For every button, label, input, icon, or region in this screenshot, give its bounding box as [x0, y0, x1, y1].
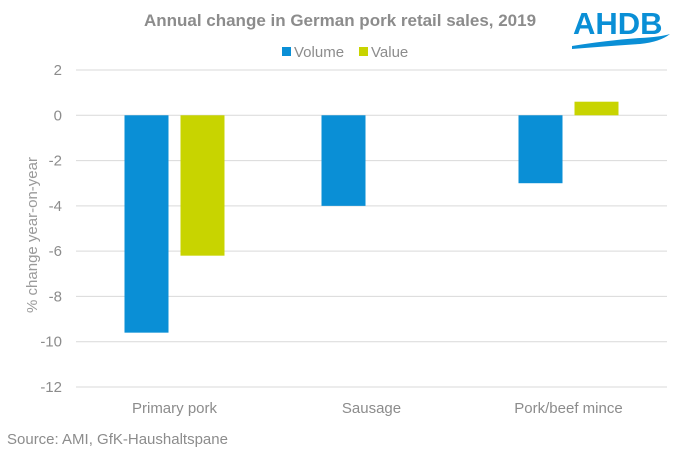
y-tick-label: 0 [54, 107, 62, 124]
bar-volume-primary-pork [124, 115, 169, 333]
bar-volume-sausage [321, 115, 366, 206]
gridlines [76, 69, 667, 388]
legend: Volume Value [282, 44, 408, 61]
bars [124, 101, 619, 333]
logo-wave-icon [572, 34, 670, 49]
y-tick-label: -12 [40, 379, 62, 396]
y-tick-label: -4 [49, 198, 62, 215]
x-tick-label: Sausage [342, 400, 401, 417]
chart-title: Annual change in German pork retail sale… [144, 11, 536, 30]
bar-value-pork-beef-mince [574, 101, 619, 116]
y-tick-label: 2 [54, 62, 62, 79]
legend-label-value: Value [371, 44, 408, 61]
y-tick-label: -8 [49, 288, 62, 305]
y-tick-label: -6 [49, 243, 62, 260]
y-tick-labels: 2 0 -2 -4 -6 -8 -10 -12 [40, 62, 62, 396]
x-tick-label: Pork/beef mince [514, 400, 622, 417]
legend-swatch-value [359, 47, 368, 56]
legend-swatch-volume [282, 47, 291, 56]
bar-value-primary-pork [180, 115, 225, 256]
source-note: Source: AMI, GfK-Haushaltspane [7, 431, 228, 448]
x-tick-label: Primary pork [132, 400, 218, 417]
y-tick-label: -2 [49, 153, 62, 170]
x-tick-labels: Primary pork Sausage Pork/beef mince [132, 400, 623, 417]
bar-volume-pork-beef-mince [518, 115, 563, 184]
ahdb-logo: AHDB [572, 6, 670, 49]
y-tick-label: -10 [40, 334, 62, 351]
legend-label-volume: Volume [294, 44, 344, 61]
y-axis-label: % change year-on-year [24, 157, 41, 313]
logo-text: AHDB [573, 6, 663, 41]
